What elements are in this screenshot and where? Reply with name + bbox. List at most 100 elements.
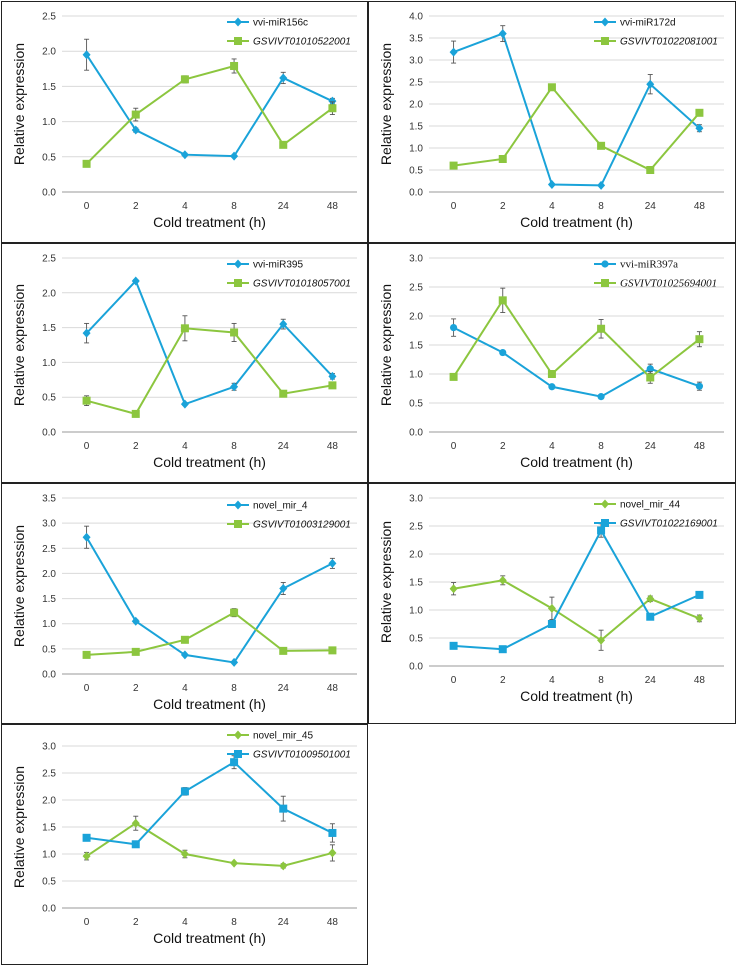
data-point <box>82 396 91 405</box>
data-point <box>547 620 556 628</box>
x-tick-label: 24 <box>278 441 290 452</box>
legend-marker <box>601 17 609 27</box>
data-point <box>547 180 556 190</box>
y-tick-label: 2.5 <box>42 769 56 780</box>
x-tick-label: 8 <box>231 441 237 452</box>
y-tick-label: 0.5 <box>42 393 56 404</box>
series-line <box>86 760 333 846</box>
x-tick-label: 4 <box>549 675 555 686</box>
data-point <box>328 828 337 837</box>
y-axis-title: Relative expression <box>11 284 27 406</box>
y-tick-label: 0.5 <box>409 634 423 645</box>
series-line <box>85 64 334 165</box>
data-point <box>180 399 189 409</box>
y-axis-title: Relative expression <box>11 525 27 647</box>
series-line <box>86 611 333 656</box>
x-tick-label: 8 <box>598 675 604 686</box>
y-tick-label: 0.5 <box>42 644 56 655</box>
x-axis-title: Cold treatment (h) <box>153 930 266 946</box>
data-point <box>449 161 458 170</box>
x-tick-label: 4 <box>182 201 188 212</box>
data-point <box>449 641 458 650</box>
data-point <box>547 83 556 92</box>
data-point <box>180 635 189 644</box>
y-tick-label: 1.5 <box>42 594 56 605</box>
x-tick-label: 2 <box>133 683 139 694</box>
data-point <box>279 140 288 149</box>
data-point <box>498 645 507 654</box>
y-tick-label: 0.0 <box>409 662 423 673</box>
x-tick-label: 2 <box>500 441 506 452</box>
data-point <box>547 370 556 378</box>
data-point <box>230 657 239 667</box>
y-axis-title: Relative expression <box>11 766 27 888</box>
series-line <box>85 279 334 406</box>
data-point <box>547 603 556 613</box>
data-point <box>279 804 288 813</box>
legend-label: novel_mir_44 <box>620 500 680 511</box>
data-point <box>230 608 239 617</box>
chart-panel-novel-mir-45: 0.0 0.5 1.0 1.5 2.0 2.5 3.0 0 2 4 8 24 48 Cold treatm… <box>1 724 368 965</box>
legend-label: GSVIVT01003129001 <box>253 520 351 531</box>
data-point <box>82 159 91 168</box>
data-point <box>230 61 239 70</box>
data-point <box>131 647 140 656</box>
legend-label: GSVIVT01025694001 <box>620 278 717 290</box>
series-line <box>85 536 333 664</box>
chart-panel-novel-mir-4: 0.0 0.5 1.0 1.5 2.0 2.5 3.0 3.5 0 2 4 8 24 48 Cold tre… <box>1 483 368 724</box>
x-tick-label: 2 <box>500 675 506 686</box>
x-axis-title: Cold treatment (h) <box>153 696 266 712</box>
data-point <box>131 818 140 828</box>
data-point <box>230 151 239 161</box>
y-tick-label: 2.0 <box>409 550 423 561</box>
legend-marker <box>234 279 242 287</box>
data-point <box>279 861 288 871</box>
y-tick-label: 1.0 <box>409 144 423 155</box>
data-point <box>180 75 189 84</box>
data-point <box>180 324 189 333</box>
x-tick-label: 24 <box>645 675 657 686</box>
chart-panel-mir172d: 0.0 0.5 1.0 1.5 2.0 2.5 3.0 3.5 4.0 0 2 4 8 24 48 Cold … <box>368 1 736 243</box>
data-point <box>695 590 704 599</box>
x-tick-label: 2 <box>133 201 139 212</box>
data-point <box>597 141 606 150</box>
data-point <box>328 104 337 113</box>
y-tick-label: 1.0 <box>42 117 56 128</box>
y-tick-label: 2.0 <box>409 100 423 111</box>
x-tick-label: 48 <box>694 675 706 686</box>
y-tick-label: 0.5 <box>42 152 56 163</box>
data-point <box>548 383 556 391</box>
data-point <box>328 848 337 858</box>
y-axis-title: Relative expression <box>378 521 394 643</box>
y-tick-label: 0.0 <box>42 904 56 915</box>
data-point <box>695 382 704 390</box>
y-tick-label: 1.5 <box>42 82 56 93</box>
y-tick-label: 1.5 <box>409 122 423 133</box>
x-tick-label: 4 <box>549 441 555 452</box>
y-tick-label: 0.0 <box>409 188 423 199</box>
data-point <box>695 335 704 344</box>
data-point <box>328 558 337 568</box>
x-tick-label: 24 <box>278 683 290 694</box>
y-tick-label: 2.0 <box>42 288 56 299</box>
data-point <box>180 787 189 796</box>
data-point <box>646 594 655 604</box>
y-tick-label: 2.5 <box>409 283 423 294</box>
legend-label: novel_mir_4 <box>253 501 308 512</box>
data-point <box>597 526 606 535</box>
legend-marker <box>234 37 242 45</box>
legend-marker <box>234 520 242 528</box>
data-point <box>279 389 288 398</box>
y-tick-label: 2.5 <box>42 544 56 555</box>
data-point <box>230 758 239 767</box>
y-tick-label: 1.0 <box>42 358 56 369</box>
legend-label: vvi-miR397a <box>620 259 678 271</box>
legend-marker <box>234 730 242 740</box>
y-tick-label: 2.0 <box>409 312 423 323</box>
y-tick-label: 1.5 <box>409 578 423 589</box>
y-tick-label: 4.0 <box>409 12 423 23</box>
x-tick-label: 8 <box>231 917 237 928</box>
legend-label: GSVIVT01022169001 <box>620 519 718 530</box>
